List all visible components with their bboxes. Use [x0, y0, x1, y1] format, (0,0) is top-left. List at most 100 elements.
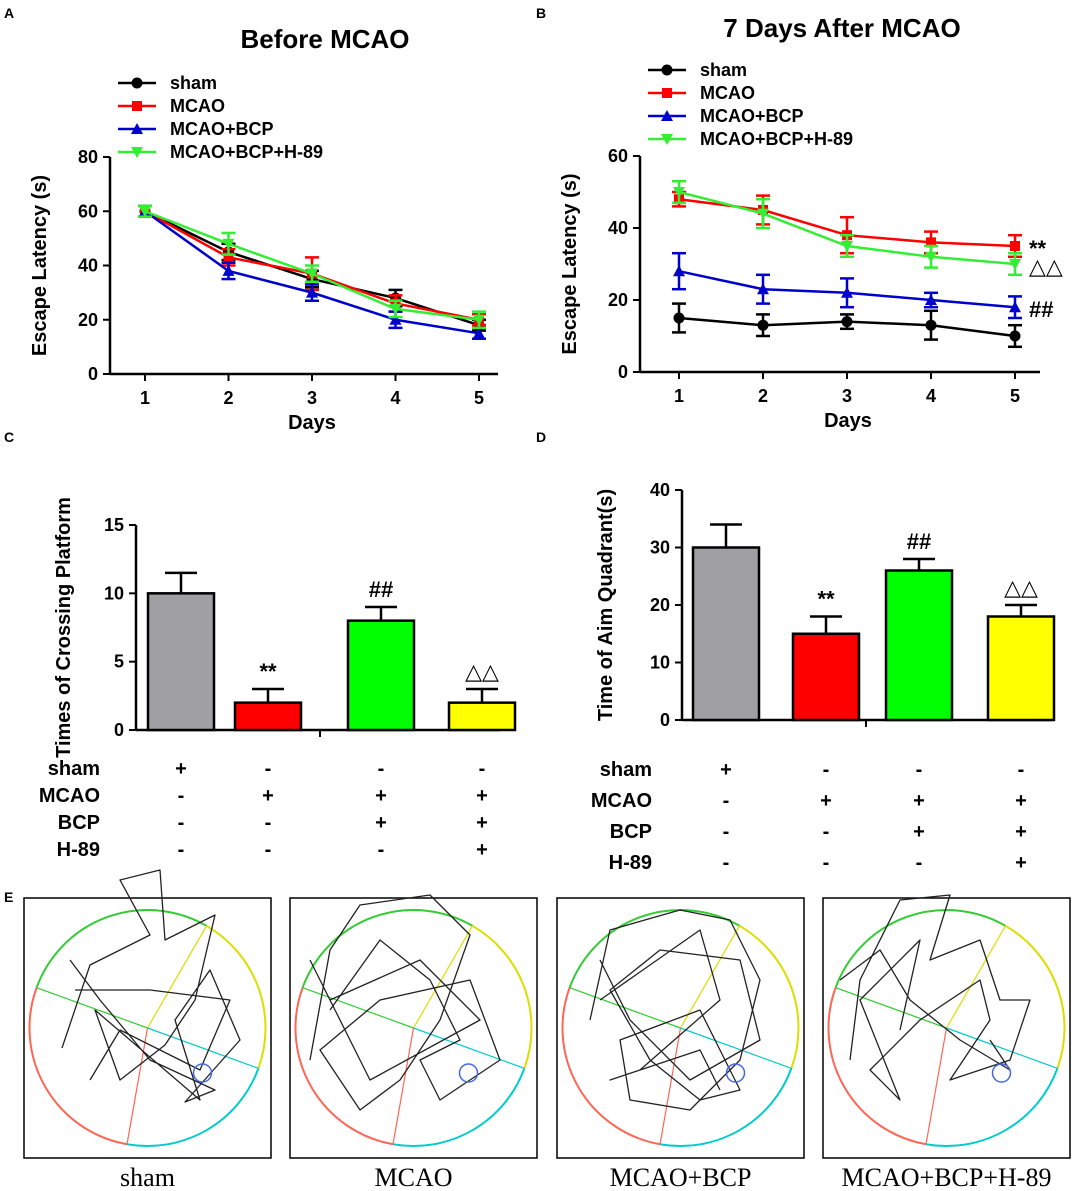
- treatment-sign: -: [479, 758, 486, 780]
- treatment-sign: -: [916, 759, 923, 781]
- y-tick-label: 20: [650, 595, 670, 615]
- y-axis-label: Times of Crossing Platform: [53, 497, 75, 758]
- treatment-sign: +: [262, 785, 274, 807]
- significance-label: ##: [369, 577, 393, 602]
- treatment-sign: -: [265, 758, 272, 780]
- treatment-sign: -: [823, 852, 830, 874]
- y-tick-label: 20: [78, 310, 98, 330]
- bar: [233, 701, 303, 732]
- pool-quadrant-arc: [834, 909, 1006, 988]
- pool-quadrant-arc: [827, 987, 927, 1146]
- treatment-sign: +: [476, 839, 488, 861]
- platform-marker: [991, 1063, 1012, 1083]
- x-tick-label: 3: [842, 386, 852, 406]
- swim-trajectory: [309, 894, 501, 1111]
- treatment-sign: +: [175, 758, 187, 780]
- bar: [691, 546, 761, 722]
- treatment-sign: +: [476, 785, 488, 807]
- legend-marker: [132, 101, 142, 111]
- pool-quadrant-arc: [294, 987, 394, 1146]
- quadrant-divider: [835, 987, 947, 1029]
- treatment-row-label: H-89: [57, 839, 100, 861]
- line-chart-a: Before MCAO sham MCAO MCAO+BCP MCAO+BCP+H-89…: [29, 24, 498, 434]
- legend-marker: [661, 110, 673, 121]
- quadrant-divider: [925, 1027, 948, 1145]
- pool-quadrant-arc: [925, 1068, 1059, 1147]
- treatment-sign: -: [1018, 759, 1025, 781]
- data-point: [1009, 301, 1021, 313]
- swim-trajectory: [589, 909, 761, 1111]
- panel-c: C: [4, 429, 14, 445]
- data-point: [306, 268, 318, 280]
- treatment-row-label: BCP: [610, 821, 652, 843]
- panel-d-letter: D: [536, 429, 546, 445]
- treatment-sign: +: [476, 812, 488, 834]
- swim-path-caption: MCAO+BCP: [610, 1163, 752, 1191]
- legend-label: MCAO+BCP: [700, 106, 804, 126]
- y-tick-label: 60: [608, 146, 628, 166]
- pool-quadrant-arc: [28, 987, 128, 1146]
- data-point: [673, 187, 685, 198]
- swim-trajectory: [75, 989, 231, 1081]
- pool-quadrant-arc: [1004, 924, 1066, 1069]
- legend-label: MCAO: [170, 96, 225, 116]
- data-point: [673, 265, 685, 277]
- bar: [346, 619, 416, 732]
- treatment-sign: -: [823, 759, 830, 781]
- treatment-row-label: BCP: [58, 812, 100, 834]
- bar: [146, 592, 216, 732]
- swim-path-caption: MCAO+BCP+H-89: [842, 1163, 1052, 1191]
- swim-path-caption: sham: [120, 1163, 175, 1191]
- bar: [986, 615, 1056, 722]
- treatment-sign: -: [823, 821, 830, 843]
- bar-chart-d: 0 10 20 30 40 Time of Aim Quadrant(s) ** ## △△ sh…: [591, 480, 1056, 874]
- data-point: [1009, 330, 1021, 342]
- treatment-sign: +: [1015, 790, 1027, 812]
- bar: [447, 701, 517, 732]
- data-point: [925, 294, 937, 305]
- treatment-sign: +: [375, 812, 387, 834]
- treatment-row-label: sham: [600, 759, 652, 781]
- treatment-row-label: MCAO: [39, 785, 100, 807]
- treatment-sign: +: [913, 821, 925, 843]
- y-axis-label: Time of Aim Quadrant(s): [595, 489, 617, 721]
- legend-label: MCAO+BCP+H-89: [170, 142, 323, 162]
- data-point: [925, 251, 937, 263]
- quadrant-divider: [945, 925, 1007, 1029]
- x-tick-label: 1: [140, 388, 150, 408]
- legend-label: MCAO+BCP: [170, 119, 274, 139]
- x-tick-label: 5: [1010, 386, 1020, 406]
- panel-c-letter: C: [4, 429, 14, 445]
- pool-quadrant-arc: [738, 924, 800, 1069]
- swim-trajectory: [599, 929, 721, 1091]
- data-point: [1009, 259, 1021, 270]
- panel-a: A: [4, 5, 14, 21]
- treatment-sign: +: [1015, 852, 1027, 874]
- treatment-row-label: MCAO: [591, 790, 652, 812]
- pool-quadrant-arc: [301, 909, 473, 988]
- panel-d: D: [536, 429, 546, 445]
- y-tick-label: 10: [104, 583, 124, 603]
- data-point: [389, 313, 402, 325]
- legend-marker: [661, 134, 673, 145]
- pool-quadrant-arc: [659, 1068, 793, 1147]
- treatment-sign: +: [720, 759, 732, 781]
- y-tick-label: 5: [114, 652, 124, 672]
- pool-quadrant-arc: [35, 909, 207, 988]
- legend-marker: [131, 123, 143, 134]
- chart-title: 7 Days After MCAO: [723, 13, 960, 43]
- significance-label: **: [259, 659, 277, 684]
- swim-path-panel: MCAO: [289, 894, 538, 1191]
- data-point: [222, 264, 235, 276]
- swim-trajectory: [309, 959, 481, 1081]
- legend-marker: [661, 64, 673, 76]
- significance-label: **: [1029, 236, 1047, 261]
- legend-label: MCAO+BCP+H-89: [700, 129, 853, 149]
- data-point: [841, 286, 853, 298]
- treatment-sign: -: [178, 812, 185, 834]
- significance-label: **: [817, 587, 835, 612]
- chart-title: Before MCAO: [240, 24, 409, 54]
- y-axis-label: Escape Latency (s): [29, 175, 51, 356]
- panel-b: B: [536, 5, 546, 21]
